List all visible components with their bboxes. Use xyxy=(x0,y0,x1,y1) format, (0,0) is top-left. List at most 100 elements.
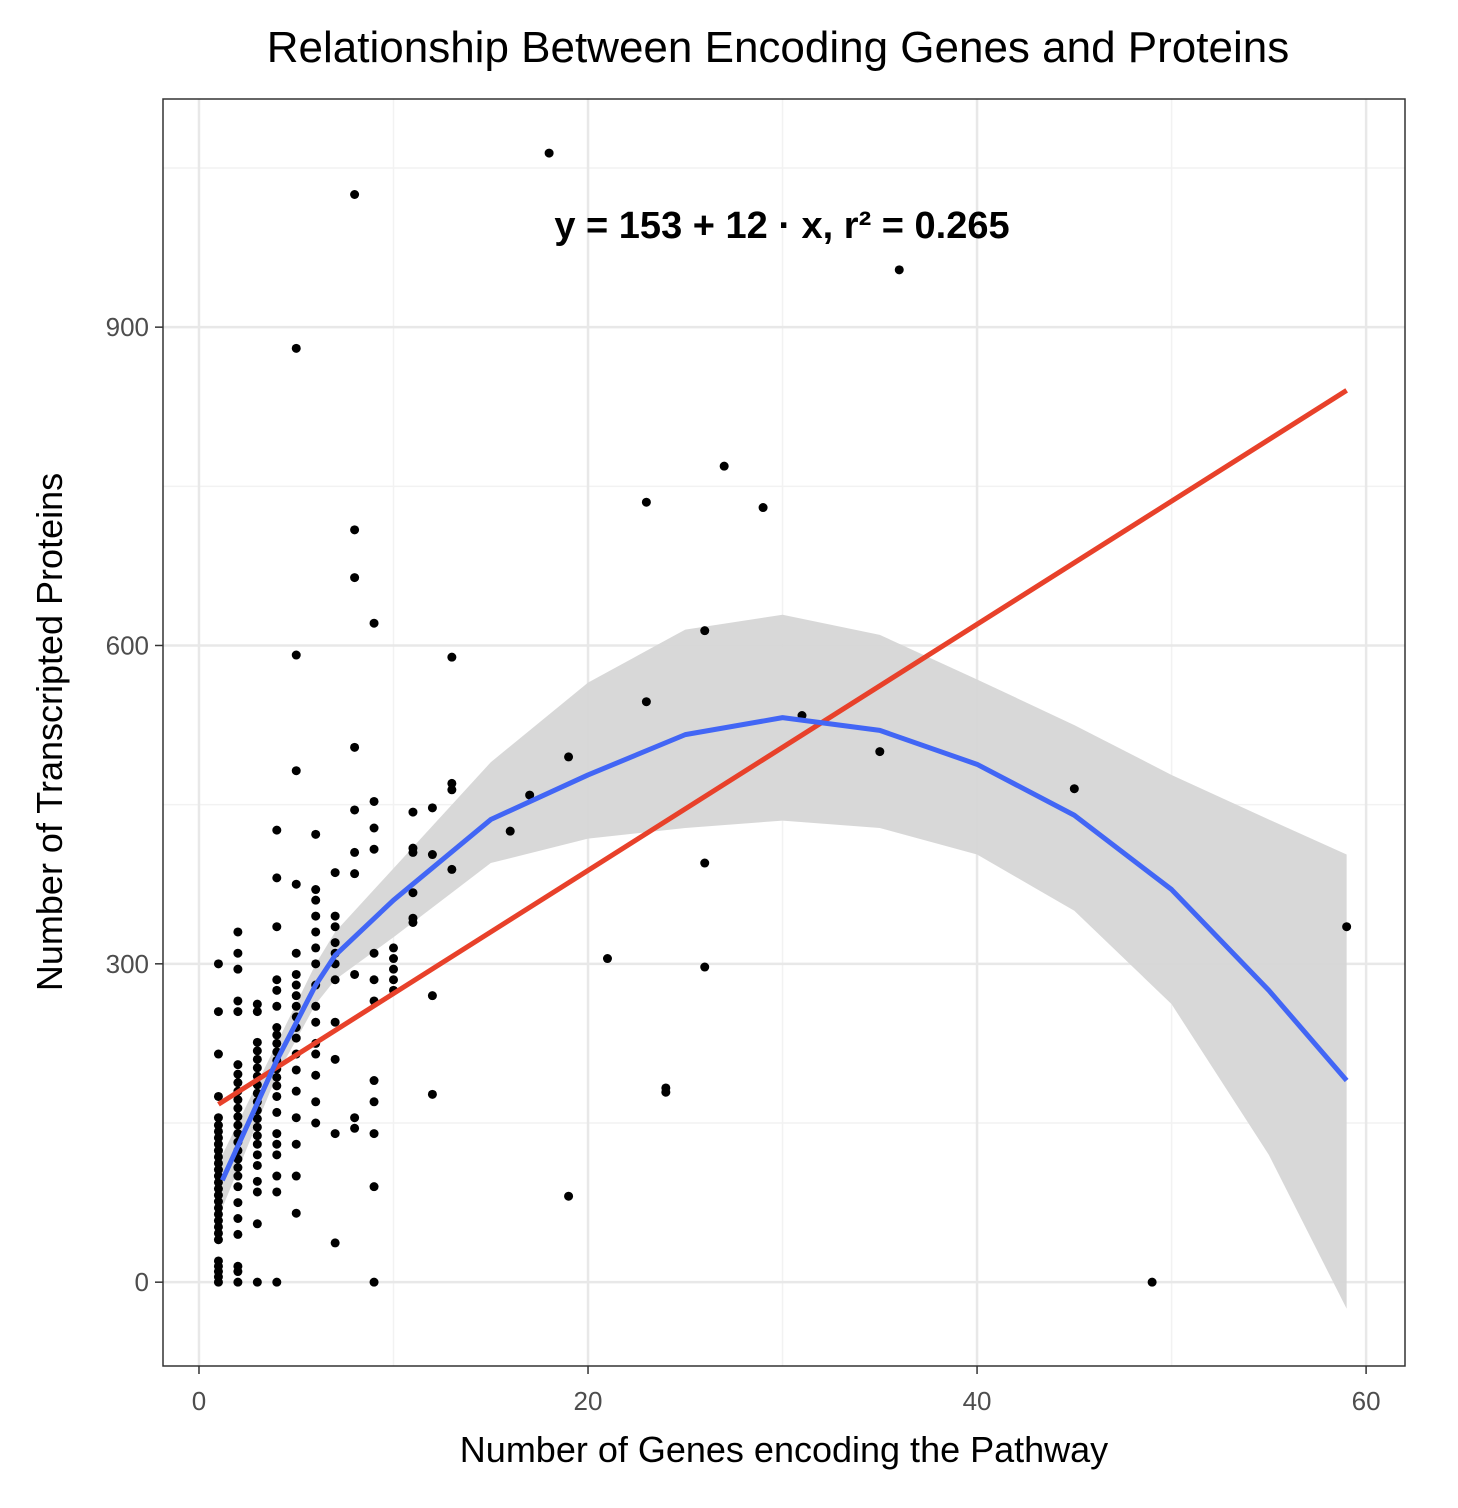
data-point xyxy=(252,1277,262,1287)
points xyxy=(213,148,1352,1287)
data-point xyxy=(252,999,262,1009)
data-point xyxy=(272,1277,282,1287)
data-point xyxy=(330,938,340,948)
data-point xyxy=(291,1065,301,1075)
data-point xyxy=(272,1022,282,1032)
data-point xyxy=(233,1277,243,1287)
data-point xyxy=(213,1126,223,1136)
data-point xyxy=(350,190,360,200)
data-point xyxy=(272,1038,282,1048)
data-point xyxy=(213,1133,223,1143)
data-point xyxy=(291,766,301,776)
data-point xyxy=(252,1046,262,1056)
data-point xyxy=(311,927,321,937)
data-point xyxy=(427,803,437,813)
data-point xyxy=(758,503,768,513)
x-tick-label: 40 xyxy=(963,1386,992,1416)
data-point xyxy=(252,1187,262,1197)
data-point xyxy=(350,869,360,879)
data-point xyxy=(291,1139,301,1149)
data-point xyxy=(1069,784,1079,794)
data-point xyxy=(641,497,651,507)
data-point xyxy=(427,850,437,860)
data-point xyxy=(272,1171,282,1181)
data-point xyxy=(272,1187,282,1197)
data-point xyxy=(252,1037,262,1047)
data-point xyxy=(330,911,340,921)
x-tick-label: 20 xyxy=(574,1386,603,1416)
data-point xyxy=(252,1007,262,1017)
data-point xyxy=(272,1072,282,1082)
data-point xyxy=(213,1177,223,1187)
data-point xyxy=(369,1277,379,1287)
data-point xyxy=(894,265,904,275)
data-point xyxy=(369,1129,379,1139)
data-point xyxy=(311,829,321,839)
data-point xyxy=(505,826,515,836)
data-point xyxy=(311,1017,321,1027)
data-point xyxy=(369,1097,379,1107)
data-point xyxy=(213,1120,223,1130)
data-point xyxy=(350,1113,360,1123)
data-point xyxy=(252,1219,262,1229)
data-point xyxy=(291,650,301,660)
data-point xyxy=(233,1007,243,1017)
data-point xyxy=(330,1238,340,1248)
data-point xyxy=(291,1033,301,1043)
data-point xyxy=(213,1222,223,1232)
data-point xyxy=(330,922,340,932)
data-point xyxy=(291,948,301,958)
data-point xyxy=(1147,1277,1157,1287)
data-point xyxy=(700,626,710,636)
x-tick-label: 60 xyxy=(1352,1386,1381,1416)
data-point xyxy=(213,1256,223,1266)
data-point xyxy=(311,911,321,921)
data-point xyxy=(272,1139,282,1149)
data-point xyxy=(252,1054,262,1064)
data-point xyxy=(213,1113,223,1123)
data-point xyxy=(233,927,243,937)
data-point xyxy=(233,1171,243,1181)
data-point xyxy=(213,1203,223,1213)
smooth-fit-curve xyxy=(220,715,1349,1182)
data-point xyxy=(213,1158,223,1168)
data-point xyxy=(408,807,418,817)
data-point xyxy=(369,823,379,833)
plot-border xyxy=(162,98,1406,1367)
data-point xyxy=(252,1150,262,1160)
data-point xyxy=(330,1054,340,1064)
data-point xyxy=(233,1095,243,1105)
data-point xyxy=(213,1235,223,1245)
x-tick-label: 0 xyxy=(192,1386,206,1416)
data-point xyxy=(213,1007,223,1017)
data-point xyxy=(447,778,457,788)
data-point xyxy=(233,964,243,974)
data-point xyxy=(369,1076,379,1086)
data-point xyxy=(291,343,301,353)
y-axis-label: Number of Transcripted Proteins xyxy=(29,473,70,991)
data-point xyxy=(447,785,457,795)
data-point xyxy=(291,1171,301,1181)
fit-lines xyxy=(217,388,1349,1182)
data-point xyxy=(252,1160,262,1170)
data-point xyxy=(369,948,379,958)
data-point xyxy=(213,1190,223,1200)
data-point xyxy=(311,1070,321,1080)
y-tick-label: 600 xyxy=(106,630,149,660)
data-point xyxy=(291,1086,301,1096)
data-point xyxy=(350,847,360,857)
data-point xyxy=(291,1208,301,1218)
data-point xyxy=(1342,922,1352,932)
data-point xyxy=(447,652,457,662)
data-point xyxy=(272,825,282,835)
data-point xyxy=(291,969,301,979)
data-point xyxy=(213,1152,223,1162)
data-point xyxy=(252,1131,262,1141)
data-point xyxy=(311,1097,321,1107)
data-point xyxy=(291,980,301,990)
y-tick-label: 0 xyxy=(135,1267,149,1297)
data-point xyxy=(525,790,535,800)
data-point xyxy=(447,864,457,874)
